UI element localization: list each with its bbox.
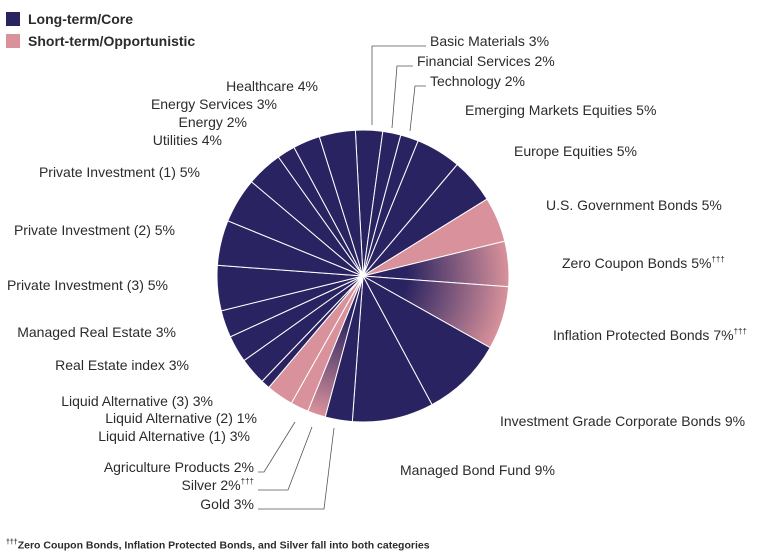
slice-label-text: Liquid Alternative (3) 3% (61, 393, 213, 409)
slice-label-text: Agriculture Products 2% (104, 459, 254, 475)
slice-label: Private Investment (3) 5% (7, 277, 168, 293)
legend: Long-term/Core Short-term/Opportunistic (6, 8, 195, 52)
slice-label: Investment Grade Corporate Bonds 9% (500, 413, 745, 429)
slice-label-text: Managed Real Estate 3% (17, 324, 176, 340)
slice-label-text: Liquid Alternative (2) 1% (105, 410, 257, 426)
leader-line (258, 426, 313, 491)
slice-label-text: Gold 3% (200, 496, 254, 512)
slice-label-text: Inflation Protected Bonds 7% (553, 327, 734, 343)
legend-item-opportunistic: Short-term/Opportunistic (6, 30, 195, 52)
legend-swatch-core (6, 12, 20, 26)
slice-label-text: Energy Services 3% (151, 96, 277, 112)
slice-label-text: Investment Grade Corporate Bonds 9% (500, 413, 745, 429)
slice-label: Private Investment (2) 5% (14, 222, 175, 238)
slice-label-text: Liquid Alternative (1) 3% (98, 428, 250, 444)
footnote-marker: ††† (6, 539, 18, 546)
slice-label: Managed Real Estate 3% (17, 324, 176, 340)
slice-label: Utilities 4% (153, 132, 222, 148)
slice-label: U.S. Government Bonds 5% (546, 197, 722, 213)
slice-label-dagger: ††† (711, 255, 724, 264)
slice-label: Liquid Alternative (1) 3% (98, 428, 250, 444)
slice-label: Inflation Protected Bonds 7%††† (553, 327, 747, 343)
slice-label-text: Private Investment (2) 5% (14, 222, 175, 238)
leader-lines (258, 45, 426, 510)
slice-label-text: Utilities 4% (153, 132, 222, 148)
slice-label: Gold 3% (200, 496, 254, 512)
footnote-text: Zero Coupon Bonds, Inflation Protected B… (17, 539, 430, 552)
slice-label-text: Silver 2% (182, 477, 241, 493)
slice-label: Basic Materials 3% (430, 33, 549, 49)
slice-labels: Basic Materials 3% Financial Services 2% T… (7, 33, 747, 512)
slice-label-text: Basic Materials 3% (430, 33, 549, 49)
legend-swatch-opportunistic (6, 34, 20, 48)
slice-label: Healthcare 4% (226, 78, 318, 94)
slice-label-text: Private Investment (3) 5% (7, 277, 168, 293)
slice-label-text: Energy 2% (179, 114, 247, 130)
slice-label: Managed Bond Fund 9% (400, 462, 555, 478)
slice-label: Liquid Alternative (2) 1% (105, 410, 257, 426)
slice-label-text: Financial Services 2% (417, 53, 555, 69)
slice-label: Private Investment (1) 5% (39, 164, 200, 180)
slice-label: Energy 2% (179, 114, 247, 130)
slice-label-text: Europe Equities 5% (514, 143, 637, 159)
leader-line (258, 421, 296, 473)
slice-label: Liquid Alternative (3) 3% (61, 393, 213, 409)
slice-label-text: Real Estate index 3% (55, 357, 189, 373)
legend-label-core: Long-term/Core (28, 11, 133, 27)
leader-line (409, 85, 426, 132)
pie-slice (361, 274, 491, 406)
leader-line (258, 427, 335, 510)
slice-label-text: Zero Coupon Bonds 5% (562, 255, 711, 271)
legend-item-core: Long-term/Core (6, 8, 195, 30)
slice-label-dagger: ††† (241, 477, 254, 486)
leader-line (371, 45, 426, 125)
leader-line (391, 65, 413, 129)
slice-label: Financial Services 2% (417, 53, 555, 69)
slice-label-dagger: ††† (734, 327, 747, 336)
slice-label-text: Healthcare 4% (226, 78, 318, 94)
pie-slice (351, 274, 433, 423)
slice-label-text: Managed Bond Fund 9% (400, 462, 555, 478)
slice-label: Zero Coupon Bonds 5%††† (562, 255, 725, 271)
slice-label: Real Estate index 3% (55, 357, 189, 373)
slice-label: Agriculture Products 2% (104, 459, 254, 475)
legend-label-opportunistic: Short-term/Opportunistic (28, 33, 196, 49)
slice-label-text: Technology 2% (430, 73, 525, 89)
slice-label: Technology 2% (430, 73, 525, 89)
slice-label: Silver 2%††† (182, 477, 255, 493)
slice-label-text: Private Investment (1) 5% (39, 164, 200, 180)
slice-label: Europe Equities 5% (514, 143, 637, 159)
slice-label: Emerging Markets Equities 5% (465, 102, 656, 118)
pie-slice (318, 129, 364, 277)
pie-slices (216, 129, 510, 423)
footnote: †††Zero Coupon Bonds, Inflation Protecte… (6, 539, 430, 552)
slice-label-text: Emerging Markets Equities 5% (465, 102, 656, 118)
slice-label-text: U.S. Government Bonds 5% (546, 197, 722, 213)
slice-label: Energy Services 3% (151, 96, 277, 112)
